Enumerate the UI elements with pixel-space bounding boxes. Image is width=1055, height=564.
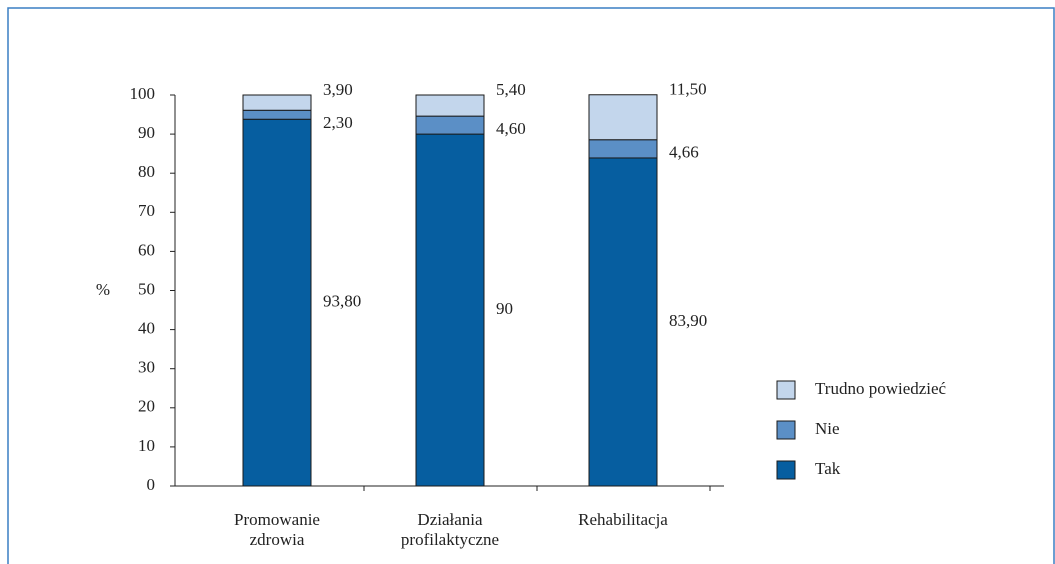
y-tick-label: 90 bbox=[138, 123, 155, 142]
x-tick-label: Promowanie bbox=[234, 510, 320, 529]
y-tick-label: 70 bbox=[138, 201, 155, 220]
legend-swatch bbox=[776, 380, 796, 400]
data-label: 3,90 bbox=[323, 80, 353, 99]
y-tick-label: 30 bbox=[138, 358, 155, 377]
data-label: 83,90 bbox=[669, 311, 707, 330]
bar-segment bbox=[588, 157, 658, 487]
data-label: 2,30 bbox=[323, 113, 353, 132]
data-label: 5,40 bbox=[496, 80, 526, 99]
y-tick-label: 40 bbox=[138, 319, 155, 338]
y-tick-label: 0 bbox=[147, 475, 156, 494]
data-label: 11,50 bbox=[669, 80, 707, 99]
x-tick-label: zdrowia bbox=[250, 530, 305, 549]
x-tick-label: Działania bbox=[417, 510, 483, 529]
y-tick-label: 10 bbox=[138, 436, 155, 455]
bar-segment bbox=[415, 133, 485, 487]
bar-segment bbox=[242, 118, 312, 487]
bar-segment bbox=[415, 94, 485, 117]
legend-label: Nie bbox=[815, 419, 840, 438]
bar-segment bbox=[415, 115, 485, 135]
y-tick-label: 50 bbox=[138, 279, 155, 298]
bar-segment bbox=[588, 94, 658, 141]
x-tick-label: profilaktyczne bbox=[401, 530, 499, 549]
y-tick-label: 80 bbox=[138, 162, 155, 181]
legend-swatch bbox=[776, 420, 796, 440]
data-label: 4,66 bbox=[669, 143, 699, 162]
y-tick-label: 20 bbox=[138, 397, 155, 416]
frame bbox=[7, 7, 1055, 564]
data-label: 4,60 bbox=[496, 119, 526, 138]
x-tick-label: Rehabilitacja bbox=[578, 510, 668, 529]
data-label: 93,80 bbox=[323, 292, 361, 311]
legend-swatch bbox=[776, 460, 796, 480]
bar-segment bbox=[242, 109, 312, 120]
data-label: 90 bbox=[496, 299, 513, 318]
y-tick-label: 60 bbox=[138, 240, 155, 259]
legend-label: Tak bbox=[815, 459, 841, 478]
bar-segment bbox=[242, 94, 312, 111]
legend-label: Trudno powiedzieć bbox=[815, 379, 947, 398]
bar-segment bbox=[588, 139, 658, 159]
y-tick-label: 100 bbox=[130, 84, 156, 103]
y-axis-label: % bbox=[96, 280, 110, 299]
